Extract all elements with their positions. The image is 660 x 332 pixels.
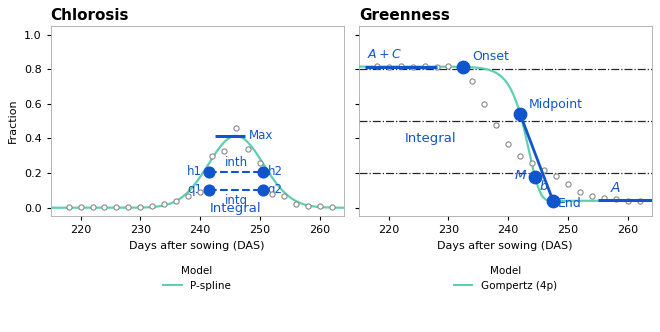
Point xyxy=(431,64,442,69)
Point xyxy=(279,193,289,198)
Text: inth: inth xyxy=(224,156,248,169)
Legend: Gompertz (4p): Gompertz (4p) xyxy=(449,262,561,295)
Point xyxy=(302,203,313,208)
Point xyxy=(207,153,217,158)
Point xyxy=(458,64,469,70)
Text: q2: q2 xyxy=(267,183,282,196)
Point xyxy=(491,122,502,127)
Point xyxy=(87,204,98,209)
Point xyxy=(257,169,268,175)
Y-axis label: Fraction: Fraction xyxy=(9,99,18,143)
Point xyxy=(407,64,418,69)
Text: h2: h2 xyxy=(267,165,282,178)
Point xyxy=(530,174,541,180)
Point xyxy=(599,196,609,201)
Text: $M$: $M$ xyxy=(514,169,527,182)
Point xyxy=(395,63,406,68)
Point xyxy=(610,197,621,202)
Point xyxy=(183,193,193,198)
Point xyxy=(195,190,205,195)
Point xyxy=(443,63,453,68)
Point xyxy=(204,187,214,192)
Point xyxy=(290,202,301,207)
Text: Integral: Integral xyxy=(210,202,262,215)
Text: intq: intq xyxy=(224,194,248,207)
Point xyxy=(230,125,241,131)
Point xyxy=(548,198,558,204)
Point xyxy=(372,63,382,68)
Point xyxy=(563,182,574,187)
Point xyxy=(255,160,265,165)
Point xyxy=(634,198,645,204)
Text: Onset: Onset xyxy=(473,49,510,62)
Text: q1: q1 xyxy=(187,183,202,196)
X-axis label: Days after sowing (DAS): Days after sowing (DAS) xyxy=(129,241,265,251)
Point xyxy=(111,204,121,209)
Legend: P-spline: P-spline xyxy=(159,262,235,295)
Text: Chlorosis: Chlorosis xyxy=(51,8,129,23)
Point xyxy=(383,64,394,69)
Point xyxy=(515,112,525,117)
Point xyxy=(218,148,229,153)
Point xyxy=(503,141,513,146)
Point xyxy=(622,198,633,204)
Point xyxy=(326,204,337,209)
Point xyxy=(550,173,561,178)
Point xyxy=(243,146,253,151)
Point xyxy=(267,191,277,197)
Point xyxy=(455,64,466,69)
Point xyxy=(479,101,490,107)
X-axis label: Days after sowing (DAS): Days after sowing (DAS) xyxy=(438,241,573,251)
Text: End: End xyxy=(558,197,581,210)
Point xyxy=(204,169,214,175)
Point xyxy=(419,63,430,68)
Point xyxy=(123,204,133,209)
Text: Midpoint: Midpoint xyxy=(529,98,583,111)
Point xyxy=(575,190,585,195)
Text: $A$: $A$ xyxy=(610,181,621,195)
Point xyxy=(515,153,525,158)
Point xyxy=(135,204,146,209)
Point xyxy=(539,167,549,172)
Point xyxy=(99,204,110,209)
Point xyxy=(147,203,158,208)
Point xyxy=(257,187,268,192)
Point xyxy=(159,202,170,207)
Point xyxy=(587,194,597,199)
Point xyxy=(75,204,86,209)
Text: Max: Max xyxy=(249,129,273,142)
Point xyxy=(467,79,478,84)
Text: $b$: $b$ xyxy=(539,179,548,193)
Text: Integral: Integral xyxy=(405,132,456,145)
Point xyxy=(171,198,182,204)
Point xyxy=(527,160,537,165)
Point xyxy=(314,203,325,208)
Text: h1: h1 xyxy=(187,165,202,178)
Text: Greenness: Greenness xyxy=(359,8,449,23)
Point xyxy=(63,204,74,209)
Text: $A + C$: $A + C$ xyxy=(366,47,402,60)
